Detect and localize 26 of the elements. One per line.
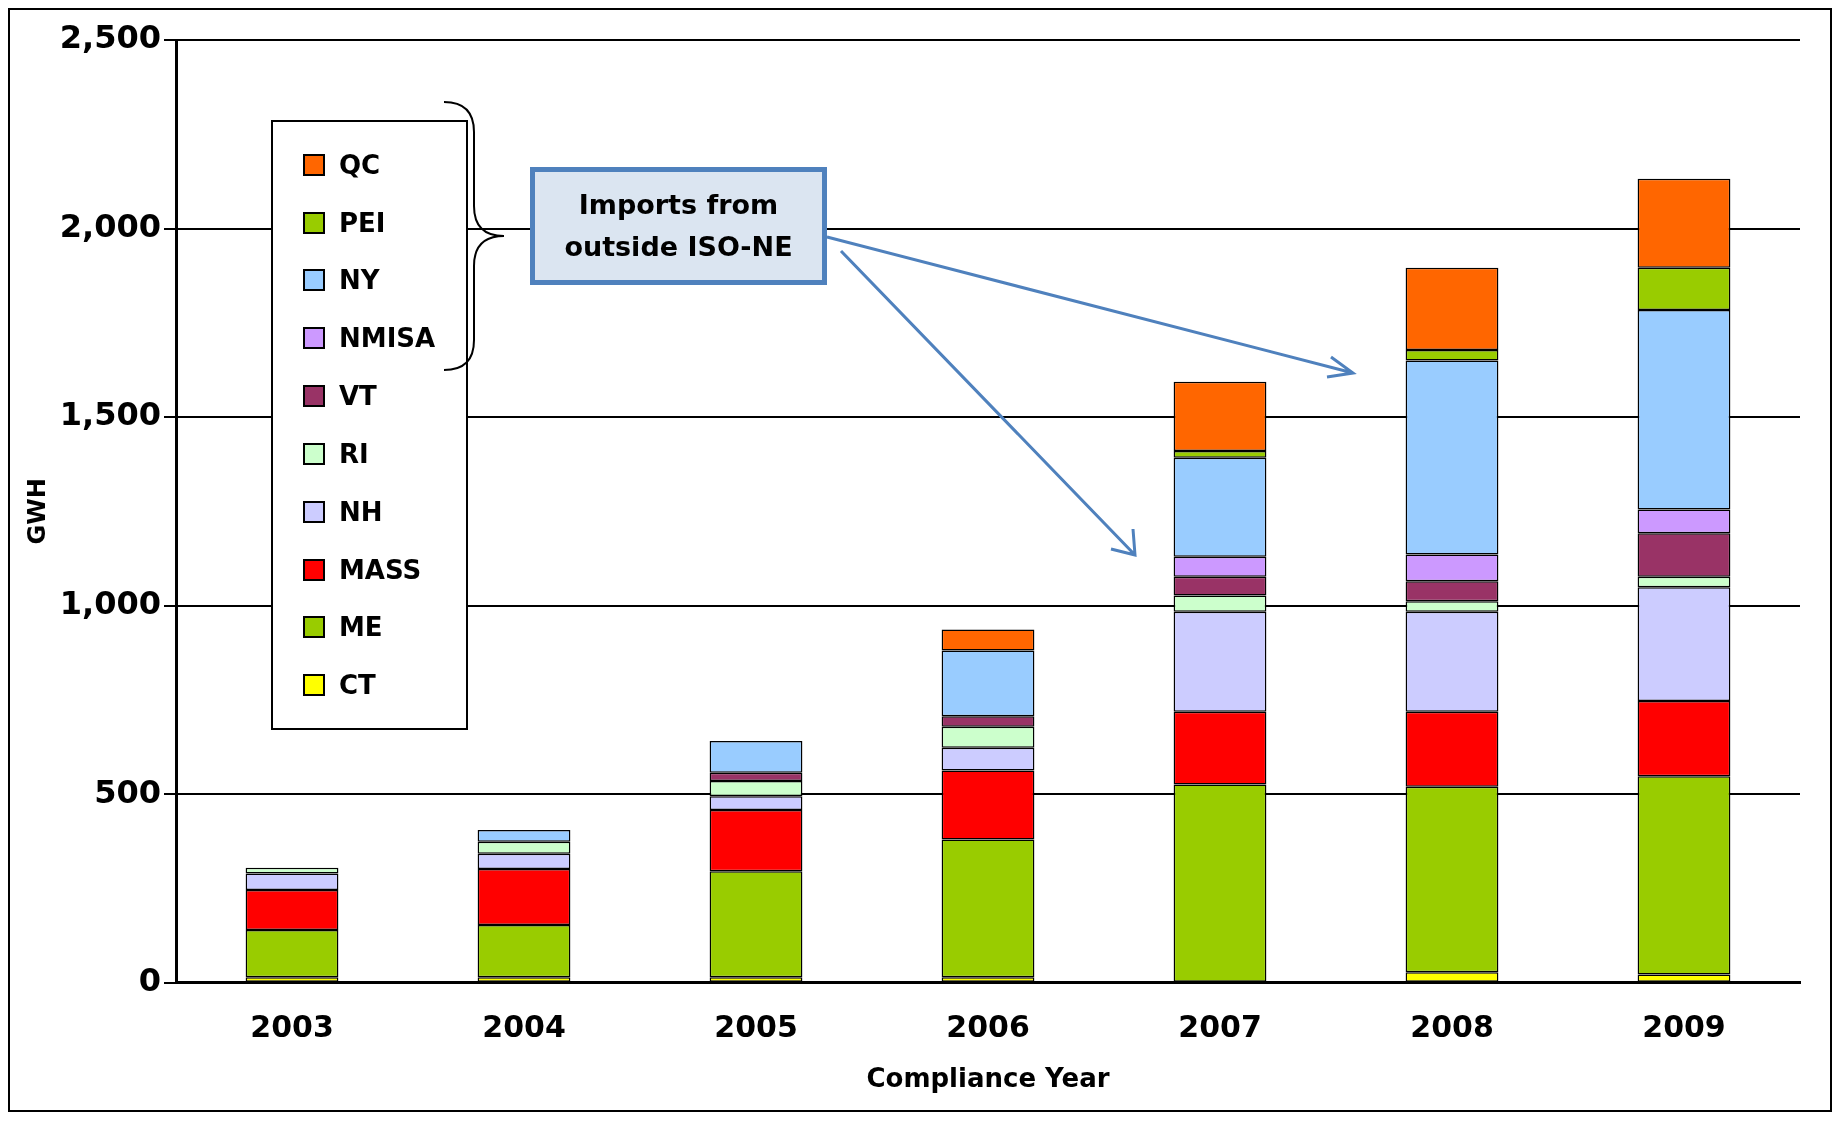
y-tick-label: 1,000	[59, 583, 162, 622]
y-tick-label: 1,500	[59, 395, 162, 434]
legend-label: ME	[339, 612, 383, 643]
x-tick-label: 2005	[714, 1008, 798, 1044]
x-tick-label: 2008	[1410, 1008, 1494, 1044]
y-tick-label: 500	[94, 772, 162, 811]
y-tick-label: 2,000	[59, 206, 162, 245]
legend-label: NMISA	[339, 323, 436, 354]
legend-label: MASS	[339, 554, 422, 585]
legend-label: QC	[339, 149, 381, 180]
y-tick-label: 2,500	[59, 18, 162, 57]
x-tick-label: 2009	[1642, 1008, 1726, 1044]
legend-label: NH	[339, 496, 383, 527]
annotation: Imports from outside ISO-NE	[530, 167, 827, 285]
legend-label: PEI	[339, 207, 386, 238]
legend-label: VT	[339, 381, 377, 412]
legend-label: NY	[339, 265, 380, 296]
y-axis-title: GWH	[22, 478, 51, 545]
legend-label: RI	[339, 438, 369, 469]
y-tick-label: 0	[138, 961, 162, 1000]
legend-label: CT	[339, 670, 376, 701]
x-tick-label: 2006	[946, 1008, 1030, 1044]
x-tick-label: 2007	[1178, 1008, 1262, 1044]
x-axis-title: Compliance Year	[866, 1063, 1110, 1094]
x-tick-label: 2003	[250, 1008, 334, 1044]
x-tick-label: 2004	[482, 1008, 566, 1044]
